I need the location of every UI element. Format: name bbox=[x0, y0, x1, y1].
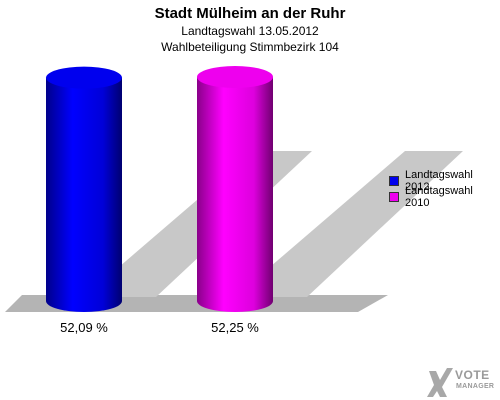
logo-text-manager: MANAGER bbox=[456, 383, 495, 390]
vote-manager-logo: VOTE MANAGER bbox=[425, 363, 500, 400]
legend-label-2012: Landtagswahl 2012 bbox=[404, 169, 473, 193]
bar-landtagswahl-2010 bbox=[197, 66, 273, 312]
chart-subtitle-election: Landtagswahl 13.05.2012 bbox=[181, 24, 319, 38]
bar-top-1 bbox=[197, 66, 273, 88]
chart-subtitle-turnout: Wahlbeteiligung Stimmbezirk 104 bbox=[161, 40, 339, 54]
bar-body-0 bbox=[46, 77, 122, 312]
legend-item-2010: Landtagswahl 2010 bbox=[389, 185, 500, 209]
logo-text-vote: VOTE bbox=[455, 368, 490, 382]
value-label-0: 52,09 % bbox=[60, 320, 108, 335]
bar-shadow-1 bbox=[235, 151, 463, 297]
bar-top-0 bbox=[46, 66, 122, 89]
legend-item-2012: Landtagswahl 2012 bbox=[389, 169, 500, 193]
chart-legend: Landtagswahl 2012 Landtagswahl 2010 bbox=[389, 169, 500, 209]
bar-body-1 bbox=[197, 77, 273, 312]
legend-swatch-2012 bbox=[389, 176, 399, 186]
legend-label-2010: Landtagswahl 2010 bbox=[404, 185, 473, 209]
legend-swatch-2010 bbox=[389, 192, 399, 202]
value-label-1: 52,25 % bbox=[211, 320, 259, 335]
bar-landtagswahl-2012 bbox=[46, 66, 122, 312]
checkmark-x-icon bbox=[427, 368, 453, 397]
chart-title: Stadt Mülheim an der Ruhr bbox=[154, 5, 346, 22]
